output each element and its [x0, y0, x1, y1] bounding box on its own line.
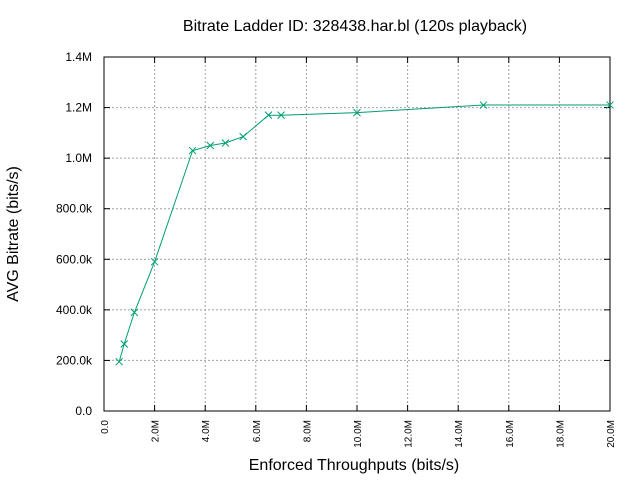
x-tick-label: 0.0 — [100, 420, 111, 434]
data-point — [150, 257, 159, 266]
x-tick-label: 16.0M — [505, 420, 516, 448]
grid — [104, 57, 610, 411]
x-axis-label: Enforced Throughputs (bits/s) — [249, 457, 459, 474]
data-point — [606, 101, 614, 109]
y-axis-label: AVG Bitrate (bits/s) — [5, 166, 22, 302]
axis-ticks: 0.0 200.0k 400.0k 600.0k 800.0k 1.0M 1.2M 1.4M 0… — [56, 50, 617, 448]
y-tick-label: 600.0k — [56, 252, 93, 266]
data-point — [120, 340, 129, 348]
data-point — [206, 141, 215, 150]
x-tick-label: 20.0M — [606, 420, 617, 448]
series-line — [118, 104, 610, 362]
x-tick-label: 8.0M — [302, 420, 313, 442]
data-point — [353, 108, 361, 117]
y-tick-label: 200.0k — [56, 353, 93, 367]
data-point — [239, 132, 248, 141]
data-point — [221, 139, 230, 147]
x-tick-label: 14.0M — [454, 420, 465, 448]
x-tick-label: 12.0M — [404, 420, 415, 448]
y-tick-label: 1.0M — [65, 151, 92, 165]
chart-title: Bitrate Ladder ID: 328438.har.bl (120s p… — [183, 18, 527, 35]
y-tick-label: 800.0k — [56, 202, 93, 216]
x-tick-label: 4.0M — [201, 420, 212, 442]
plot-frame — [103, 56, 611, 412]
x-tick-label: 6.0M — [252, 420, 263, 442]
x-tick-label: 10.0M — [353, 420, 364, 448]
data-point — [264, 111, 273, 120]
y-tick-label: 400.0k — [56, 303, 93, 317]
series — [115, 101, 614, 366]
data-point — [130, 308, 139, 317]
data-point — [277, 111, 285, 120]
y-tick-label: 1.4M — [65, 50, 92, 64]
x-tick-label: 2.0M — [151, 420, 162, 442]
data-point — [115, 357, 124, 366]
x-tick-label: 18.0M — [555, 420, 566, 448]
data-point — [188, 146, 197, 155]
y-tick-label: 0.0 — [75, 404, 92, 418]
data-point — [479, 101, 488, 109]
y-tick-label: 1.2M — [65, 101, 92, 115]
